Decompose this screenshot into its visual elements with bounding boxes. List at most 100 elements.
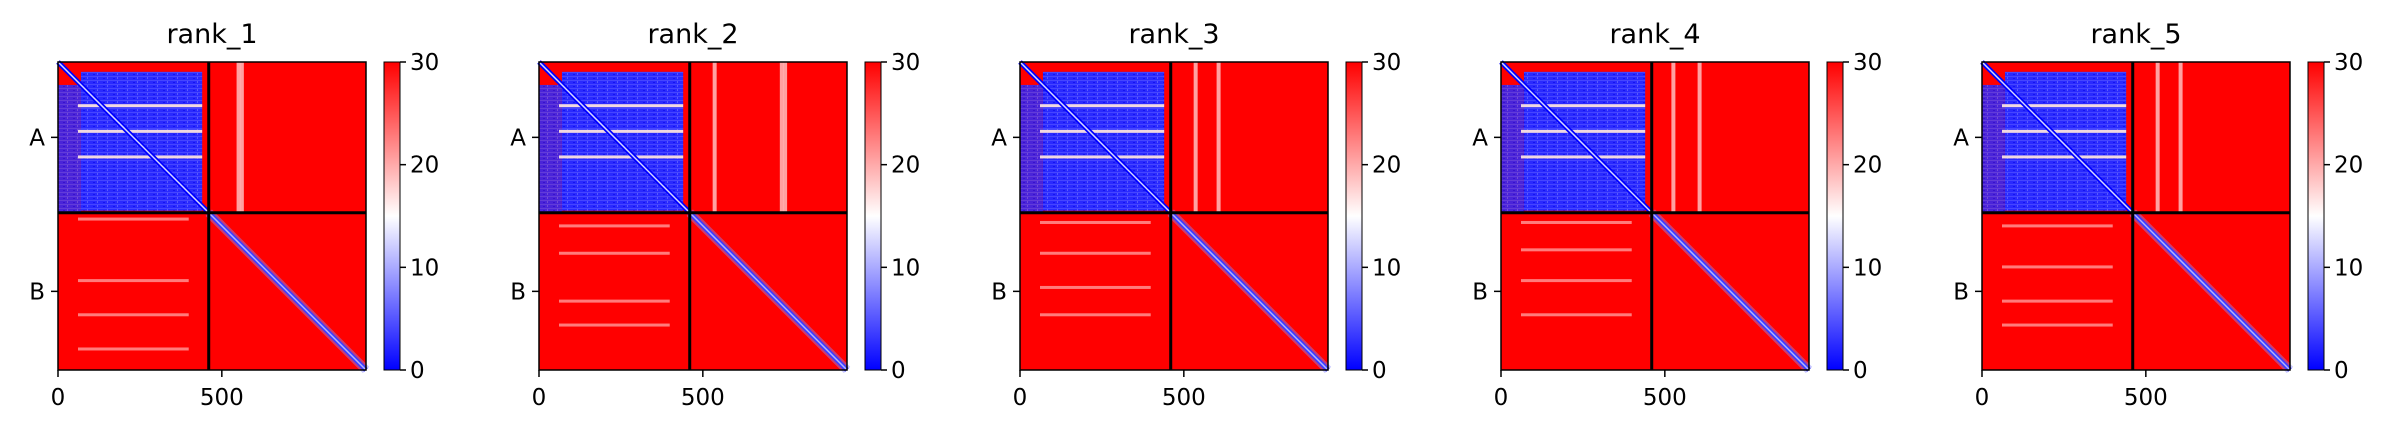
xtick-label-0: 0 [1975, 385, 1990, 411]
stripe-bottom-left-3 [2002, 299, 2113, 303]
colorbar-tick-label-0: 0 [891, 358, 906, 384]
stripe-bottom-left-1 [559, 224, 670, 228]
chain-a-block-left [1501, 84, 1524, 213]
colorbar-tick-label-30: 30 [2334, 50, 2363, 76]
stripe-top-right-1 [236, 62, 241, 213]
chain-a-gap-2 [559, 129, 684, 133]
stripe-bottom-left-4 [1040, 313, 1151, 317]
chain-a-block-left [539, 84, 562, 213]
chain-a-gap-1 [1040, 104, 1165, 108]
colorbar-tick-label-30: 30 [1853, 50, 1882, 76]
colorbar-tick-label-20: 20 [1372, 153, 1401, 179]
panel-title: rank_1 [166, 19, 257, 50]
xtick-label-500: 500 [2124, 385, 2168, 411]
colorbar-tick-label-0: 0 [410, 358, 425, 384]
colorbar-tick-label-20: 20 [410, 153, 439, 179]
colorbar-frame [383, 61, 401, 371]
diagonal-highlight [57, 61, 367, 371]
stripe-bottom-left-1 [1521, 220, 1632, 224]
stripe-bottom-left-3 [1040, 285, 1151, 289]
heatmap-panel-1: rank_1 A B 0 500 0 10 20 30 [29, 19, 439, 411]
ytick-label-A: A [991, 125, 1007, 151]
stripe-top-right-1 [1671, 62, 1676, 213]
stripe-top-right-1 [1193, 62, 1198, 213]
stripe-bottom-left-2 [78, 279, 189, 283]
chain-a-gap-2 [78, 129, 203, 133]
xtick-label-0: 0 [532, 385, 547, 411]
chain-a-gap-1 [78, 104, 203, 108]
colorbar [384, 62, 400, 370]
xtick-label-0: 0 [1494, 385, 1509, 411]
heatmap-panel-2: rank_2 A B 0 500 0 10 20 30 [510, 19, 920, 411]
ytick-label-A: A [1472, 125, 1488, 151]
colorbar-tick-label-10: 10 [2334, 255, 2363, 281]
stripe-bottom-left-4 [1521, 313, 1632, 317]
diagonal-highlight [1981, 61, 2291, 371]
ytick-label-B: B [1472, 279, 1488, 305]
chain-b-diagonal-band [1648, 209, 1813, 374]
stripe-bottom-left-1 [1040, 220, 1151, 224]
ytick-label-A: A [510, 125, 526, 151]
chain-a-block-left [58, 84, 81, 213]
stripe-bottom-left-2 [1521, 248, 1632, 252]
chain-a-gap-3 [559, 155, 684, 159]
stripe-top-right-1 [2155, 62, 2160, 213]
heatmap-frame [1019, 61, 1329, 371]
chain-a-block-left [1020, 84, 1043, 213]
colorbar-tick-label-20: 20 [891, 153, 920, 179]
xtick-label-0: 0 [51, 385, 66, 411]
chain-b-diagonal-band [2129, 209, 2294, 374]
colorbar-frame [864, 61, 882, 371]
stripe-top-right-1 [712, 62, 717, 213]
chain-a-gap-2 [2002, 129, 2127, 133]
ytick-label-B: B [29, 279, 45, 305]
colorbar [2308, 62, 2324, 370]
colorbar [1827, 62, 1843, 370]
diagonal-highlight [1500, 61, 1810, 371]
colorbar [865, 62, 881, 370]
colorbar-tick-label-20: 20 [2334, 153, 2363, 179]
chain-a-gap-1 [559, 104, 684, 108]
stripe-top-right-2 [2178, 62, 2183, 213]
heatmap-panel-5: rank_5 A B 0 500 0 10 20 30 [1953, 19, 2363, 411]
ytick-label-A: A [1953, 125, 1969, 151]
colorbar-tick-label-30: 30 [410, 50, 439, 76]
panel-title: rank_5 [2090, 19, 2181, 50]
stripe-bottom-left-1 [78, 217, 189, 221]
chain-b-diagonal-band [1167, 209, 1332, 374]
panel-title: rank_2 [647, 19, 738, 50]
diagonal-highlight [538, 61, 848, 371]
chain-a-gap-3 [2002, 155, 2127, 159]
colorbar-tick-label-30: 30 [891, 50, 920, 76]
stripe-bottom-left-4 [78, 347, 189, 351]
heatmap-frame [1981, 61, 2291, 371]
colorbar [1346, 62, 1362, 370]
heatmap-frame [538, 61, 848, 371]
heatmap-frame [1500, 61, 1810, 371]
colorbar-tick-label-20: 20 [1853, 153, 1882, 179]
colorbar-tick-label-0: 0 [1372, 358, 1387, 384]
xtick-label-500: 500 [1162, 385, 1206, 411]
stripe-bottom-left-2 [559, 251, 670, 255]
stripe-top-right-3 [783, 62, 788, 213]
chain-a-gap-2 [1521, 129, 1646, 133]
panel-title: rank_3 [1128, 19, 1219, 50]
colorbar-tick-label-10: 10 [1372, 255, 1401, 281]
chain-b-diagonal-band [686, 209, 851, 374]
stripe-bottom-left-3 [1521, 279, 1632, 283]
stripe-bottom-left-2 [1040, 251, 1151, 255]
chain-a-block-left [1982, 84, 2005, 213]
colorbar-tick-label-10: 10 [410, 255, 439, 281]
panel-title: rank_4 [1609, 19, 1700, 50]
xtick-label-500: 500 [1643, 385, 1687, 411]
chain-a-gap-2 [1040, 129, 1165, 133]
stripe-top-right-2 [239, 62, 244, 213]
heatmap-panel-3: rank_3 A B 0 500 0 10 20 30 [991, 19, 1401, 411]
stripe-top-right-2 [1697, 62, 1702, 213]
stripe-top-right-2 [779, 62, 784, 213]
ytick-label-B: B [510, 279, 526, 305]
chain-a-gap-3 [78, 155, 203, 159]
colorbar-tick-label-0: 0 [2334, 358, 2349, 384]
chain-a-gap-1 [2002, 104, 2127, 108]
